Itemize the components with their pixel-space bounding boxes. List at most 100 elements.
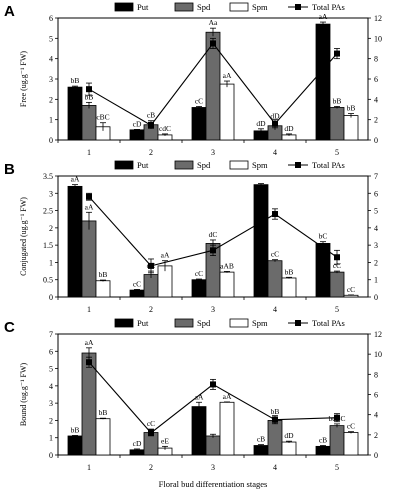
left-tick-label: 2 xyxy=(49,416,53,425)
right-tick-label: 0 xyxy=(374,451,378,460)
total-pas-point xyxy=(148,122,154,129)
x-tick-label: 4 xyxy=(273,463,277,472)
significance-label: aA xyxy=(223,392,232,401)
x-tick-label: 1 xyxy=(87,148,91,157)
legend-label: Spm xyxy=(252,2,268,12)
total-pas-point xyxy=(86,359,92,366)
total-pas-point xyxy=(334,414,340,421)
left-tick-label: 5 xyxy=(49,365,53,374)
total-pas-point xyxy=(148,262,154,269)
right-tick-label: 4 xyxy=(374,224,378,233)
bar-spm xyxy=(343,432,359,456)
significance-label: cC xyxy=(147,419,155,428)
y-axis-label: Free (ug.g⁻¹ FW) xyxy=(19,51,28,108)
legend-swatch-spd xyxy=(174,318,194,328)
total-pas-point xyxy=(86,86,92,93)
left-tick-label: 3.5 xyxy=(43,172,53,181)
legend-label: Put xyxy=(137,2,149,12)
left-tick-label: 0 xyxy=(49,136,53,145)
y-axis-label: Conjugated (ug.g⁻¹ FW) xyxy=(19,197,28,276)
significance-label: aA xyxy=(85,338,94,347)
bar-put xyxy=(67,435,83,456)
legend-swatch-put xyxy=(114,318,134,328)
significance-label: cB xyxy=(147,111,155,120)
bar-put xyxy=(253,184,269,298)
legend-label: Total PAs xyxy=(312,318,345,328)
significance-label: cD xyxy=(133,439,142,448)
significance-label: aA xyxy=(71,175,80,184)
bar-spm xyxy=(281,441,297,456)
bar-spd xyxy=(81,220,97,298)
right-tick-label: 2 xyxy=(374,431,378,440)
right-tick-label: 1 xyxy=(374,276,378,285)
bar-put xyxy=(191,107,207,141)
left-tick-label: 4 xyxy=(49,382,53,391)
legend-swatch-spm xyxy=(229,318,249,328)
left-tick-label: 3 xyxy=(49,399,53,408)
significance-label: bB xyxy=(285,267,294,276)
legend-swatch-spd xyxy=(174,160,194,170)
legend-label: Spd xyxy=(197,2,211,12)
right-tick-label: 12 xyxy=(374,14,382,23)
legend-swatch-put xyxy=(114,160,134,170)
left-tick-label: 5 xyxy=(49,34,53,43)
bar-put xyxy=(253,445,269,456)
x-tick-label: 5 xyxy=(335,305,339,314)
significance-label: bB xyxy=(99,408,108,417)
significance-label: cC xyxy=(195,269,203,278)
significance-label: cdC xyxy=(159,124,171,133)
x-tick-label: 3 xyxy=(211,148,215,157)
total-pas-point xyxy=(148,429,154,436)
significance-label: aA xyxy=(319,12,328,21)
total-pas-point xyxy=(272,211,278,218)
significance-label: aA xyxy=(85,202,94,211)
right-tick-label: 0 xyxy=(374,136,378,145)
left-tick-label: 1 xyxy=(49,434,53,443)
significance-label: aA xyxy=(195,392,204,401)
panel-letter: C xyxy=(4,319,15,336)
legend-label: Total PAs xyxy=(312,160,345,170)
significance-label: cC xyxy=(347,285,355,294)
legend-swatch-spd xyxy=(174,2,194,12)
right-tick-label: 12 xyxy=(374,330,382,339)
left-tick-label: 1 xyxy=(49,258,53,267)
significance-label: cC xyxy=(271,250,279,259)
bar-spd xyxy=(329,271,345,298)
significance-label: cC xyxy=(347,422,355,431)
legend-marker xyxy=(295,4,301,10)
x-tick-label: 4 xyxy=(273,305,277,314)
significance-label: bB xyxy=(333,96,342,105)
significance-label: cD xyxy=(133,119,142,128)
right-tick-label: 8 xyxy=(374,55,378,64)
bar-put xyxy=(191,279,207,298)
bar-spd xyxy=(205,435,221,456)
right-tick-label: 2 xyxy=(374,116,378,125)
left-tick-label: 3 xyxy=(49,189,53,198)
significance-label: aA xyxy=(223,71,232,80)
bar-spd xyxy=(81,105,97,141)
bar-put xyxy=(315,23,331,141)
bar-put xyxy=(315,445,331,456)
left-tick-label: 6 xyxy=(49,347,53,356)
significance-label: cC xyxy=(333,261,341,270)
left-tick-label: 1 xyxy=(49,116,53,125)
right-tick-label: 5 xyxy=(374,207,378,216)
legend-label: Spm xyxy=(252,160,268,170)
right-tick-label: 10 xyxy=(374,350,382,359)
bar-spm xyxy=(219,271,235,298)
y-axis-label: Bound (ug.g⁻¹ FW) xyxy=(19,363,28,427)
significance-label: cB xyxy=(319,435,327,444)
bar-spm xyxy=(219,401,235,456)
left-tick-label: 6 xyxy=(49,14,53,23)
legend-label: Total PAs xyxy=(312,2,345,12)
bar-spm xyxy=(219,83,235,141)
x-tick-label: 2 xyxy=(149,305,153,314)
significance-label: dD xyxy=(256,119,266,128)
significance-label: cBC xyxy=(96,113,109,122)
x-tick-label: 4 xyxy=(273,148,277,157)
significance-label: dD xyxy=(284,124,294,133)
left-tick-label: 0 xyxy=(49,293,53,302)
left-tick-label: 4 xyxy=(49,55,53,64)
